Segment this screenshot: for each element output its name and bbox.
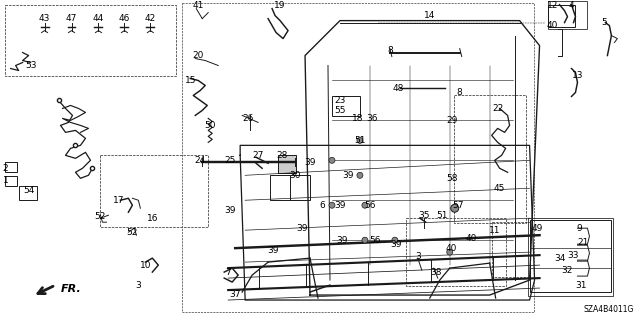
Text: 37: 37: [229, 290, 241, 299]
Text: 55: 55: [334, 106, 346, 115]
Circle shape: [362, 202, 368, 208]
Text: SZA4B4011G: SZA4B4011G: [584, 305, 634, 314]
Text: 28: 28: [276, 151, 288, 160]
Text: 48: 48: [392, 84, 404, 93]
Text: 32: 32: [561, 266, 572, 275]
Text: 3: 3: [136, 281, 141, 290]
Text: 29: 29: [446, 116, 458, 125]
Bar: [278, 155, 296, 173]
Bar: [527, 218, 613, 296]
Text: 50: 50: [204, 121, 216, 130]
Circle shape: [392, 237, 398, 243]
Text: 46: 46: [118, 14, 130, 23]
Text: 40: 40: [446, 244, 458, 253]
Text: 34: 34: [554, 254, 565, 263]
Text: 18: 18: [352, 114, 364, 123]
Text: 39: 39: [296, 224, 308, 233]
Text: 7: 7: [225, 268, 231, 276]
Text: 16: 16: [147, 214, 158, 223]
Text: FR.: FR.: [61, 284, 81, 294]
Text: 9: 9: [577, 224, 582, 233]
Text: 39: 39: [334, 201, 346, 210]
Text: 51: 51: [354, 136, 365, 145]
Text: 35: 35: [418, 211, 429, 220]
Bar: [492, 222, 529, 277]
Text: 17: 17: [113, 196, 124, 205]
Text: 43: 43: [39, 14, 51, 23]
Text: 6: 6: [319, 201, 325, 210]
Text: 52: 52: [95, 212, 106, 221]
Text: 40: 40: [466, 234, 477, 243]
Bar: [4, 176, 17, 186]
Text: 39: 39: [268, 246, 279, 255]
Text: 26: 26: [243, 114, 254, 123]
Text: 56: 56: [369, 236, 381, 245]
Bar: [4, 5, 176, 76]
Text: 56: 56: [364, 201, 376, 210]
Text: 47: 47: [66, 14, 77, 23]
Bar: [529, 220, 611, 292]
Text: 30: 30: [289, 171, 301, 180]
Circle shape: [329, 157, 335, 163]
Text: 10: 10: [140, 260, 151, 270]
Text: 19: 19: [275, 1, 286, 10]
Text: 53: 53: [25, 61, 36, 70]
Bar: [454, 95, 525, 223]
Text: 38: 38: [430, 268, 442, 276]
Text: 40: 40: [547, 21, 558, 30]
Text: 39: 39: [304, 158, 316, 167]
Text: 41: 41: [193, 1, 204, 10]
Circle shape: [357, 137, 363, 143]
Text: 5: 5: [602, 18, 607, 27]
Bar: [406, 218, 506, 286]
Text: 42: 42: [145, 14, 156, 23]
Text: 36: 36: [366, 114, 378, 123]
Text: 8: 8: [387, 46, 393, 55]
Circle shape: [329, 202, 335, 208]
Text: 39: 39: [336, 236, 348, 245]
Text: 31: 31: [576, 281, 588, 290]
Text: 25: 25: [225, 156, 236, 165]
Text: 33: 33: [568, 251, 579, 260]
Bar: [182, 3, 534, 312]
Bar: [100, 155, 208, 227]
Bar: [4, 162, 17, 172]
Text: 2: 2: [3, 164, 8, 173]
Bar: [548, 1, 588, 28]
Text: 44: 44: [93, 14, 104, 23]
Text: 12: 12: [547, 1, 558, 10]
Text: 3: 3: [415, 252, 420, 260]
Text: 20: 20: [193, 51, 204, 60]
Bar: [548, 5, 575, 27]
Text: 57: 57: [452, 201, 463, 210]
Text: 8: 8: [457, 88, 463, 97]
Bar: [270, 175, 310, 200]
Text: 22: 22: [492, 104, 503, 113]
Text: 15: 15: [184, 76, 196, 85]
Text: 52: 52: [127, 228, 138, 237]
Text: 1: 1: [3, 176, 8, 185]
Circle shape: [357, 172, 363, 178]
Text: 11: 11: [489, 226, 500, 235]
Text: 45: 45: [494, 184, 506, 193]
Text: 13: 13: [572, 71, 583, 80]
Text: 39: 39: [390, 240, 401, 249]
Text: 58: 58: [446, 174, 458, 183]
Circle shape: [362, 237, 368, 243]
Text: 39: 39: [342, 171, 354, 180]
Text: 49: 49: [532, 224, 543, 233]
Text: 4: 4: [569, 1, 574, 10]
Text: 21: 21: [578, 238, 589, 247]
Text: 24: 24: [195, 156, 206, 165]
Bar: [332, 96, 360, 116]
Text: 27: 27: [252, 151, 264, 160]
Text: 14: 14: [424, 11, 435, 20]
Bar: [19, 186, 36, 200]
Text: 54: 54: [23, 186, 35, 195]
Text: 23: 23: [334, 96, 346, 105]
Text: 51: 51: [436, 211, 447, 220]
Circle shape: [447, 249, 452, 255]
Circle shape: [451, 204, 459, 212]
Text: 39: 39: [225, 206, 236, 215]
